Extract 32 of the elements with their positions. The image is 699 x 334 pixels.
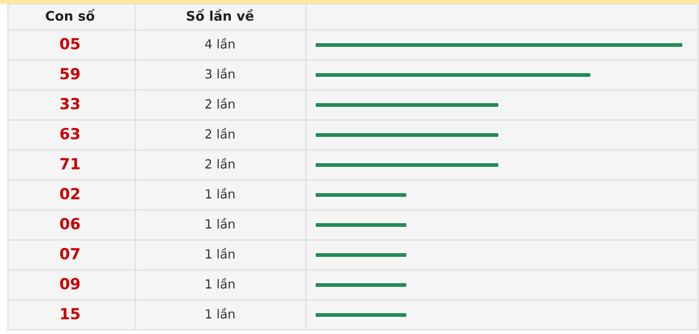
y-tick-label: 71: [60, 158, 80, 170]
data-label: 2 lần: [205, 128, 234, 139]
bar: [315, 252, 408, 258]
data-label: 2 lần: [205, 158, 234, 169]
bar: [315, 222, 408, 228]
bar: [315, 102, 500, 108]
bar: [315, 42, 683, 48]
data-label: 1 lần: [206, 248, 234, 259]
bar: [315, 312, 408, 318]
y-tick-label: 33: [60, 98, 80, 110]
data-label: 3 lần: [205, 68, 234, 79]
y-tick-label: 07: [60, 248, 80, 260]
y-tick-label: 02: [60, 188, 80, 200]
data-label: 1 lần: [206, 308, 234, 319]
bar: [315, 132, 500, 138]
y-tick-label: 15: [61, 308, 80, 320]
text: Số lần về: [186, 9, 254, 21]
bar: [315, 162, 500, 168]
data-label: 1 lần: [206, 278, 234, 289]
bar: [315, 192, 408, 198]
data-label: 1 lần: [206, 218, 234, 229]
bar: [315, 72, 592, 78]
data-label: 2 lần: [205, 98, 234, 109]
y-tick-label: 63: [60, 128, 80, 140]
bar: [315, 282, 408, 288]
y-tick-label: 09: [60, 278, 80, 290]
y-tick-label: 06: [60, 218, 80, 230]
text: Con số: [46, 9, 95, 21]
y-tick-label: 05: [60, 38, 80, 50]
data-label: 4 lần: [205, 38, 234, 49]
data-label: 1 lần: [206, 188, 234, 199]
y-tick-label: 59: [60, 68, 80, 80]
